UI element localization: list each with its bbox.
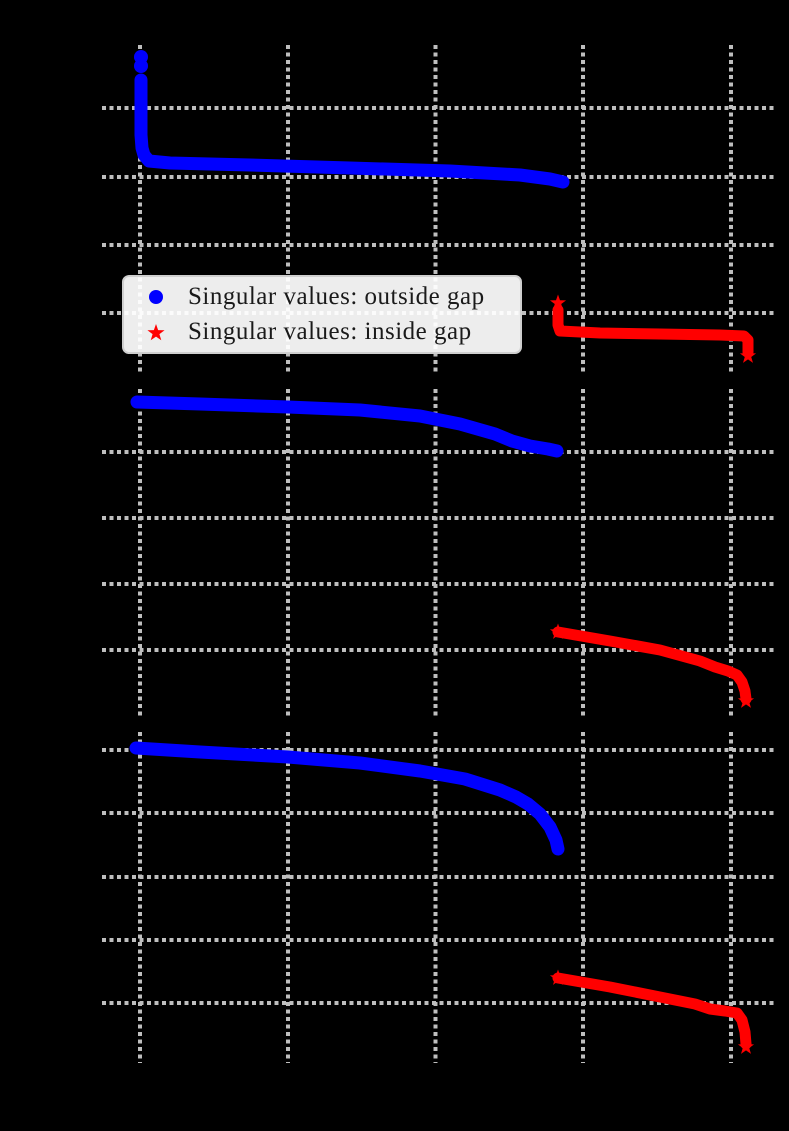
subplot-1-canvas	[102, 45, 776, 374]
series-outside-gap	[130, 395, 564, 458]
gridlines	[102, 389, 776, 716]
series-outside-gap	[134, 50, 570, 189]
legend-item: Singular values: outside gap	[124, 279, 520, 315]
data-star	[549, 969, 567, 985]
data-dot	[134, 59, 148, 73]
series-outside-gap	[129, 741, 565, 856]
data-star	[737, 692, 755, 708]
legend-item-label: Singular values: inside gap	[188, 318, 472, 346]
series-line	[129, 741, 565, 856]
series-inside-gap	[549, 969, 755, 1054]
series-line	[552, 304, 754, 358]
series-line	[552, 972, 752, 1050]
legend-star-icon	[124, 320, 188, 344]
series-line	[134, 73, 570, 189]
series-line	[552, 626, 752, 705]
data-star	[739, 347, 757, 363]
data-star	[737, 1038, 755, 1054]
legend-item: Singular values: inside gap	[124, 315, 520, 351]
legend-item-label: Singular values: outside gap	[188, 282, 485, 310]
data-star	[549, 623, 567, 639]
data-star	[549, 294, 567, 310]
gridlines	[102, 732, 776, 1063]
series-inside-gap	[549, 623, 755, 708]
subplot-2-canvas	[102, 389, 776, 716]
legend: Singular values: outside gap Singular va…	[122, 275, 522, 354]
legend-circle-icon	[124, 285, 188, 309]
series-inside-gap	[549, 294, 757, 363]
series-line	[130, 395, 564, 458]
subplot-3-canvas	[102, 732, 776, 1063]
